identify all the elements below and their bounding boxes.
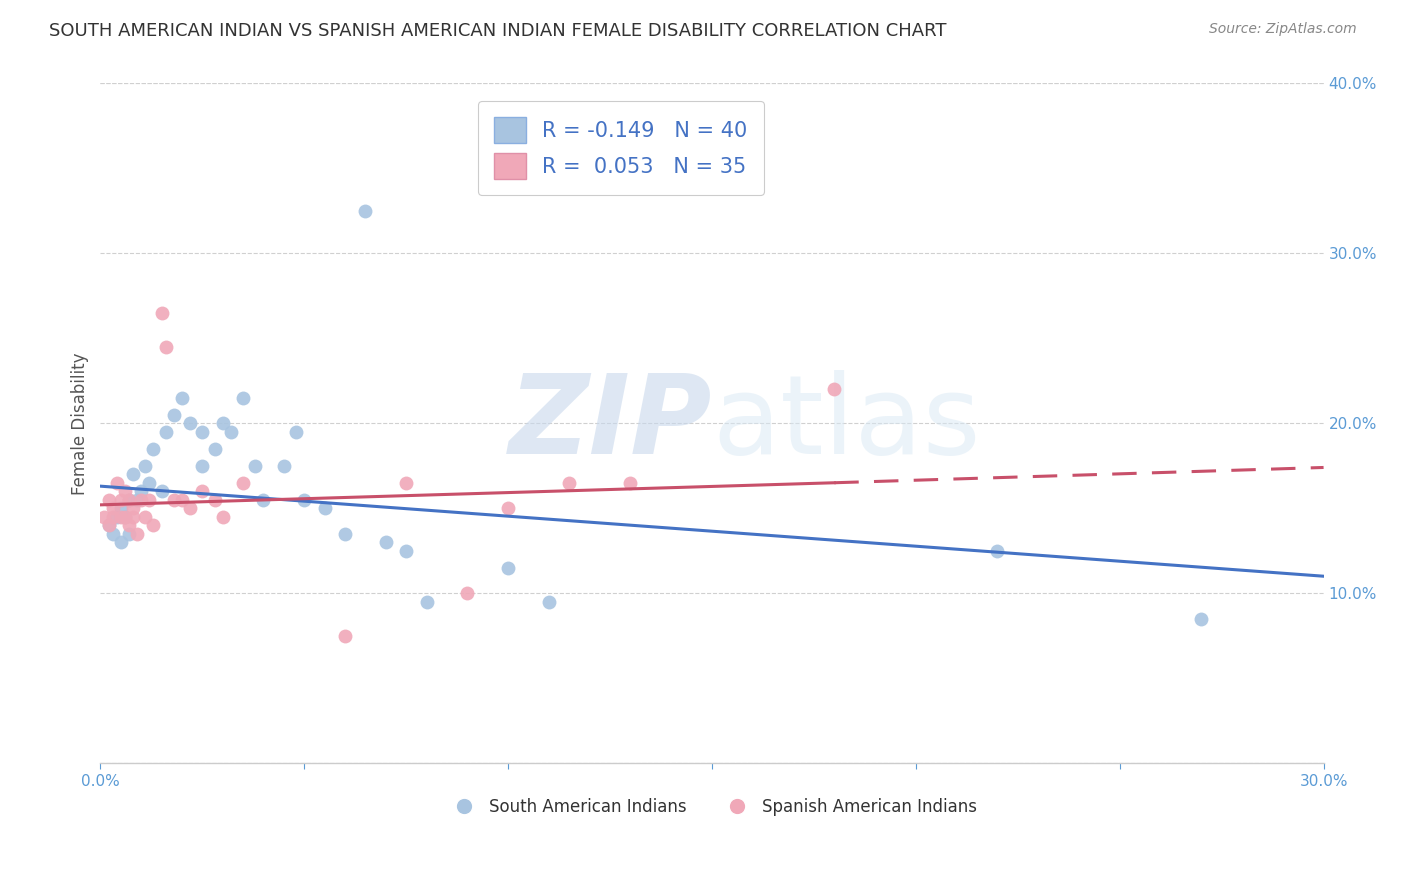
Point (134, 509, 156, 524)
Point (395, 543, 418, 558)
Point (232, 475, 254, 490)
Point (496, 560, 519, 574)
Point (163, 408, 186, 422)
Point (232, 391, 254, 405)
Point (129, 484, 152, 499)
Point (150, 306, 173, 320)
Point (150, 484, 173, 499)
Point (118, 518, 141, 533)
Text: atlas: atlas (711, 370, 980, 477)
Point (374, 535, 396, 549)
Point (125, 492, 148, 507)
Point (138, 475, 160, 490)
Point (101, 509, 124, 524)
Point (219, 425, 242, 439)
Point (537, 595, 560, 609)
Point (122, 501, 145, 516)
Point (170, 492, 193, 507)
Text: ZIP: ZIP (509, 370, 711, 477)
Point (110, 501, 132, 516)
Point (122, 509, 145, 524)
Point (986, 543, 1008, 558)
Point (273, 458, 295, 473)
Point (456, 586, 478, 600)
Point (114, 509, 136, 524)
Point (285, 425, 308, 439)
Point (395, 475, 418, 490)
Point (93, 509, 115, 524)
Point (191, 458, 214, 473)
Point (155, 340, 177, 354)
Point (333, 526, 356, 541)
Text: SOUTH AMERICAN INDIAN VS SPANISH AMERICAN INDIAN FEMALE DISABILITY CORRELATION C: SOUTH AMERICAN INDIAN VS SPANISH AMERICA… (49, 22, 946, 40)
Point (558, 475, 581, 490)
Point (105, 509, 128, 524)
Legend: South American Indians, Spanish American Indians: South American Indians, Spanish American… (440, 791, 983, 822)
Point (1189, 612, 1212, 626)
Point (118, 492, 141, 507)
Point (179, 501, 201, 516)
Point (142, 518, 165, 533)
Point (823, 382, 845, 396)
Point (110, 509, 132, 524)
Point (134, 458, 156, 473)
Point (191, 425, 214, 439)
Point (204, 492, 226, 507)
Point (314, 501, 336, 516)
Point (619, 475, 641, 490)
Point (97, 518, 120, 533)
Point (191, 484, 214, 499)
Point (292, 492, 315, 507)
Point (122, 467, 145, 482)
Point (142, 442, 165, 456)
Point (211, 509, 233, 524)
Point (110, 535, 132, 549)
Point (114, 509, 136, 524)
Point (155, 425, 177, 439)
Y-axis label: Female Disability: Female Disability (72, 352, 89, 494)
Text: Source: ZipAtlas.com: Source: ZipAtlas.com (1209, 22, 1357, 37)
Point (118, 492, 141, 507)
Point (252, 492, 274, 507)
Point (97, 518, 120, 533)
Point (170, 391, 193, 405)
Point (415, 595, 437, 609)
Point (211, 417, 233, 431)
Point (129, 492, 152, 507)
Point (245, 458, 267, 473)
Point (101, 526, 124, 541)
Point (105, 475, 128, 490)
Point (179, 417, 201, 431)
Point (118, 526, 141, 541)
Point (114, 484, 136, 499)
Point (333, 629, 356, 643)
Point (204, 442, 226, 456)
Point (125, 526, 148, 541)
Point (97, 492, 120, 507)
Point (163, 492, 186, 507)
Point (354, 203, 377, 218)
Point (101, 501, 124, 516)
Point (138, 492, 160, 507)
Point (496, 501, 519, 516)
Point (110, 492, 132, 507)
